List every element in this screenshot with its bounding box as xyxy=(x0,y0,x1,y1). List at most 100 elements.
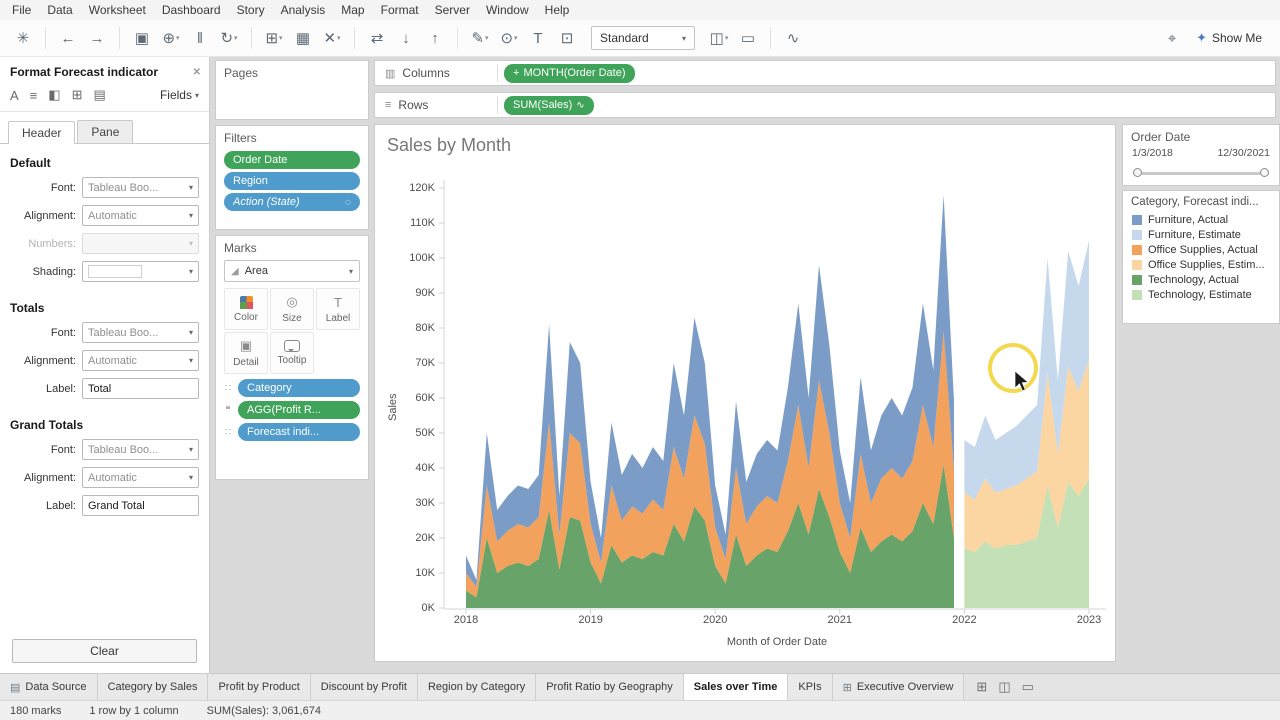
legend-item-office-supplies-actual[interactable]: Office Supplies, Actual xyxy=(1123,242,1279,257)
shading-format-icon[interactable]: ◧ xyxy=(48,87,61,102)
fit-icon[interactable]: ◫ xyxy=(706,26,732,50)
columns-pill-month-order-date[interactable]: + MONTH(Order Date) xyxy=(504,63,635,83)
refresh-icon[interactable]: ↻ xyxy=(216,26,242,50)
new-story-button[interactable]: ▭ xyxy=(1021,679,1034,694)
fields-dropdown[interactable]: Fields xyxy=(160,88,199,102)
menu-item-data[interactable]: Data xyxy=(47,3,73,17)
expand-date-icon[interactable]: + xyxy=(513,67,520,79)
redo-icon[interactable]: → xyxy=(89,29,105,47)
alignment-format-icon[interactable]: ≡ xyxy=(29,87,38,103)
menu-item-file[interactable]: File xyxy=(12,3,32,17)
grand-totals-label-input[interactable]: Grand Total xyxy=(82,495,199,516)
area-actual-technology[interactable] xyxy=(466,464,954,609)
tooltip-button[interactable]: Tooltip xyxy=(270,332,314,374)
grand-totals-font-select[interactable]: Tableau Boo... xyxy=(82,439,199,460)
legend-item-technology-actual[interactable]: Technology, Actual xyxy=(1123,272,1279,287)
area-actual-office-supplies[interactable] xyxy=(466,331,954,598)
new-worksheet-button[interactable]: ⊞ xyxy=(976,679,988,694)
save-icon[interactable]: ▣ xyxy=(134,30,150,47)
tab-category-by-sales[interactable]: Category by Sales xyxy=(97,674,209,700)
color-button[interactable]: Color xyxy=(224,288,268,330)
menu-item-format[interactable]: Format xyxy=(380,3,419,17)
area-estimate-technology[interactable] xyxy=(964,478,1089,609)
tab-executive-overview[interactable]: ⊞ Executive Overview xyxy=(832,674,965,700)
tab-profit-ratio-by-geography[interactable]: Profit Ratio by Geography xyxy=(536,674,684,700)
format-tab-header[interactable]: Header xyxy=(8,121,76,144)
worksheet-view-icon[interactable]: ⌖ xyxy=(1167,29,1177,47)
share-icon[interactable]: ∿ xyxy=(786,30,800,47)
slider-handle-max[interactable] xyxy=(1260,168,1269,177)
menu-item-dashboard[interactable]: Dashboard xyxy=(161,3,221,17)
sort-descending-icon[interactable]: ↑ xyxy=(431,29,439,47)
default-alignment-select[interactable]: Automatic xyxy=(82,205,199,226)
presentation-mode-icon[interactable]: ▭ xyxy=(740,30,756,47)
menu-item-story[interactable]: Story xyxy=(236,3,265,17)
sort-ascending-icon[interactable]: ↓ xyxy=(402,29,410,47)
totals-font-select[interactable]: Tableau Boo... xyxy=(82,322,199,343)
duplicate-sheet-icon[interactable]: ▦ xyxy=(295,30,311,47)
filter-pill-region[interactable]: Region xyxy=(224,172,360,190)
detail-button[interactable]: ▣ Detail xyxy=(224,332,268,374)
clear-button[interactable]: Clear xyxy=(12,639,197,663)
default-shading-select[interactable] xyxy=(82,261,199,282)
clear-sheet-icon[interactable]: ✕ xyxy=(319,26,345,50)
legend-item-office-supplies-estim[interactable]: Office Supplies, Estim... xyxy=(1123,257,1279,272)
totals-alignment-select[interactable]: Automatic xyxy=(82,350,199,371)
group-members-icon[interactable]: ⊙ xyxy=(496,26,522,50)
format-row: Alignment: Automatic xyxy=(0,467,199,488)
sales-area-chart[interactable] xyxy=(375,125,1117,663)
size-button[interactable]: ◎ Size xyxy=(270,288,314,330)
tab-kpis[interactable]: KPIs xyxy=(788,674,833,700)
menu-item-analysis[interactable]: Analysis xyxy=(280,3,326,17)
menu-item-help[interactable]: Help xyxy=(544,3,570,17)
menu-item-worksheet[interactable]: Worksheet xyxy=(88,3,146,17)
default-numbers-select[interactable] xyxy=(82,233,199,254)
tableau-logo-icon[interactable]: ✳ xyxy=(16,30,30,47)
legend-item-technology-estimate[interactable]: Technology, Estimate xyxy=(1123,287,1279,302)
area-actual-furniture[interactable] xyxy=(466,195,954,587)
grand-totals-alignment-select[interactable]: Automatic xyxy=(82,467,199,488)
show-mark-labels-icon[interactable]: T xyxy=(533,29,543,47)
fix-axes-icon[interactable]: ⊡ xyxy=(560,30,574,47)
mark-pill-category[interactable]: Category xyxy=(238,379,360,397)
close-icon[interactable] xyxy=(193,67,201,78)
filter-pill-order-date[interactable]: Order Date xyxy=(224,151,360,169)
label-button[interactable]: T Label xyxy=(316,288,360,330)
legend-item-furniture-actual[interactable]: Furniture, Actual xyxy=(1123,212,1279,227)
pause-updates-icon[interactable]: ‖ xyxy=(196,29,204,47)
view-mode-select[interactable]: Standard xyxy=(591,26,695,50)
add-data-icon[interactable]: ⊕ xyxy=(158,26,184,50)
mark-pill-agg-profit-r[interactable]: AGG(Profit R... xyxy=(238,401,360,419)
totals-label-input[interactable]: Total xyxy=(82,378,199,399)
tab-data-source[interactable]: ▤ Data Source xyxy=(0,674,98,700)
slider-handle-min[interactable] xyxy=(1133,168,1142,177)
mark-pill-forecast-indi[interactable]: Forecast indi... xyxy=(238,423,360,441)
highlight-icon[interactable]: ✎ xyxy=(467,26,493,50)
tab-sales-over-time[interactable]: Sales over Time xyxy=(683,674,789,700)
menu-item-map[interactable]: Map xyxy=(341,3,365,17)
new-dashboard-button[interactable]: ◫ xyxy=(998,679,1011,694)
undo-icon[interactable]: ← xyxy=(60,29,76,47)
menu-item-server[interactable]: Server xyxy=(434,3,470,17)
default-font-select[interactable]: Tableau Boo... xyxy=(82,177,199,198)
legend-item-furniture-estimate[interactable]: Furniture, Estimate xyxy=(1123,227,1279,242)
show-me-button[interactable]: ✦ Show Me xyxy=(1188,27,1270,49)
lines-format-icon[interactable]: ▤ xyxy=(93,87,106,102)
slider-track[interactable] xyxy=(1133,172,1269,175)
borders-format-icon[interactable]: ⊞ xyxy=(71,87,83,102)
new-worksheet-icon[interactable]: ⊞ xyxy=(261,26,287,50)
area-estimate-office-supplies[interactable] xyxy=(964,359,1089,553)
swap-rows-columns-icon[interactable]: ⇄ xyxy=(370,30,384,47)
menu-item-window[interactable]: Window xyxy=(485,3,529,17)
filter-pill-action-state[interactable]: Action (State) ◌ xyxy=(224,193,360,211)
tab-profit-by-product[interactable]: Profit by Product xyxy=(208,674,311,700)
tab-region-by-category[interactable]: Region by Category xyxy=(417,674,537,700)
order-date-slider[interactable] xyxy=(1133,168,1269,178)
rows-pill-sum-sales[interactable]: SUM(Sales) ∿ xyxy=(504,95,594,115)
mark-type-select[interactable]: ◢ Area xyxy=(224,260,360,282)
tab-discount-by-profit[interactable]: Discount by Profit xyxy=(310,674,418,700)
font-format-icon[interactable]: A xyxy=(10,87,19,103)
toolbar-separator xyxy=(770,27,771,49)
format-tab-pane[interactable]: Pane xyxy=(77,120,134,143)
area-estimate-furniture[interactable] xyxy=(964,240,1089,500)
